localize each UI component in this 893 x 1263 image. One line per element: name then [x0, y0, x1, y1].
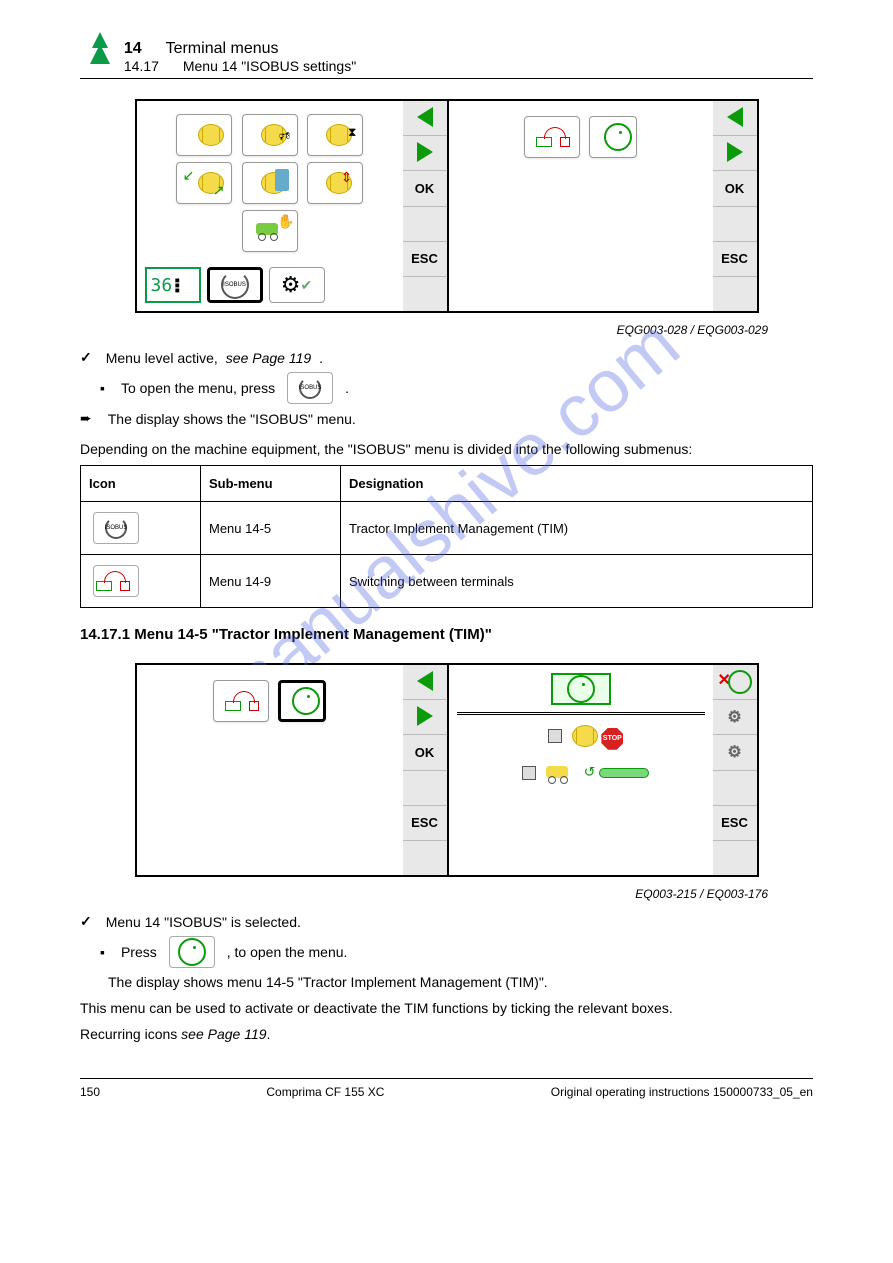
- f2r-side-emp1: [713, 771, 757, 806]
- f2r-side-emp2: [713, 841, 757, 875]
- bale-timer-icon[interactable]: ⧗: [307, 114, 363, 156]
- instruction-press-circle: Press , to open the menu.: [80, 936, 813, 968]
- side-esc-button[interactable]: ESC: [403, 242, 447, 277]
- side-back-button[interactable]: [403, 101, 447, 136]
- switch-terminals-icon[interactable]: [524, 116, 580, 158]
- settings-gear-button[interactable]: ⚙✔: [269, 267, 325, 303]
- f2r-side-close[interactable]: [713, 665, 757, 700]
- krone-logo-icon: [80, 30, 120, 70]
- subheading-text: Depending on the machine equipment, the …: [80, 441, 813, 457]
- th-designation: Designation: [341, 466, 813, 502]
- side-empty-r1: [713, 207, 757, 242]
- cell-desig-2: Switching between terminals: [341, 555, 813, 608]
- f2-side-esc[interactable]: ESC: [403, 806, 447, 841]
- side-ok-button[interactable]: OK: [403, 171, 447, 206]
- stop-sign-icon: STOP: [601, 728, 623, 750]
- instruction-open-menu: To open the menu, press ISOBUS .: [80, 372, 813, 404]
- chapter-title: Terminal menus: [166, 40, 279, 58]
- isobus-button[interactable]: ISOBUS: [207, 267, 263, 303]
- figure-2-left-panel: OK ESC: [137, 665, 447, 875]
- table-row: ISOBUS Menu 14-5 Tractor Implement Manag…: [81, 502, 813, 555]
- counter-button[interactable]: 36▪▪▪: [145, 267, 201, 303]
- footer-right: Original operating instructions 15000073…: [551, 1085, 813, 1099]
- tim-option-stop[interactable]: STOP: [467, 725, 705, 750]
- f2-side-back[interactable]: [403, 665, 447, 700]
- side-ok-button-r[interactable]: OK: [713, 171, 757, 206]
- chapter-number: 14: [124, 40, 142, 58]
- checkbox-eject[interactable]: [522, 766, 536, 780]
- f2r-side-gear1[interactable]: [713, 700, 757, 735]
- precond-line-1: Menu level active, see Page 119.: [80, 349, 813, 366]
- footer-page: 150: [80, 1085, 100, 1099]
- result-line-1: The display shows the "ISOBUS" menu.: [80, 410, 813, 427]
- side-esc-button-r[interactable]: ESC: [713, 242, 757, 277]
- section-14-17-1-heading: 14.17.1 Menu 14-5 "Tractor Implement Man…: [80, 626, 813, 643]
- bale-icon-1[interactable]: [176, 114, 232, 156]
- cell-submenu-1: Menu 14-5: [201, 502, 341, 555]
- figure-2-caption: EQ003-215 / EQ003-176: [80, 887, 768, 901]
- submenus-table: Icon Sub-menu Designation ISOBUS Menu 14…: [80, 465, 813, 608]
- bale-arrows-icon[interactable]: ↙↗: [176, 162, 232, 204]
- tim-header-icon: [551, 673, 611, 705]
- tim-circle-selected-icon[interactable]: [278, 680, 326, 722]
- cell-desig-1: Tractor Implement Management (TIM): [341, 502, 813, 555]
- f2-side-next[interactable]: [403, 700, 447, 735]
- page-header: 14 Terminal menus 14.17 Menu 14 "ISOBUS …: [80, 30, 813, 79]
- isobus-row-icon: ISOBUS: [93, 512, 139, 544]
- wire-row-icon: [93, 565, 139, 597]
- section-title: Menu 14 "ISOBUS settings": [183, 58, 356, 74]
- bale-horn-icon[interactable]: 🕫: [242, 114, 298, 156]
- th-submenu: Sub-menu: [201, 466, 341, 502]
- info-line-5: Recurring icons see Page 119.: [80, 1026, 813, 1042]
- info-line-4: This menu can be used to activate or dea…: [80, 1000, 813, 1016]
- figure-2: OK ESC STOP: [80, 663, 813, 877]
- tim-option-eject[interactable]: ↺: [467, 762, 705, 784]
- figure-1-right-panel: OK ESC: [447, 101, 757, 311]
- bale-height-icon[interactable]: ⇕: [307, 162, 363, 204]
- tim-circle-icon[interactable]: [589, 116, 637, 158]
- th-icon: Icon: [81, 466, 201, 502]
- f2-side-ok[interactable]: OK: [403, 735, 447, 770]
- f2-side-emp1: [403, 771, 447, 806]
- side-empty-r2: [713, 277, 757, 311]
- footer-left: Comprima CF 155 XC: [266, 1085, 384, 1099]
- page-footer: 150 Comprima CF 155 XC Original operatin…: [80, 1078, 813, 1099]
- side-next-button[interactable]: [403, 136, 447, 171]
- figure-2-right-panel: STOP ↺ ESC: [447, 665, 757, 875]
- f2r-side-gear2[interactable]: [713, 735, 757, 770]
- f2r-side-esc[interactable]: ESC: [713, 806, 757, 841]
- figure-1-caption: EQG003-028 / EQG003-029: [80, 323, 768, 337]
- side-back-button-r[interactable]: [713, 101, 757, 136]
- precond-line-2: Menu 14 "ISOBUS" is selected.: [80, 913, 813, 930]
- f2-side-emp2: [403, 841, 447, 875]
- progress-bar-icon: [599, 768, 649, 778]
- tractor-hand-icon[interactable]: ✋: [242, 210, 298, 252]
- isobus-inline-icon: ISOBUS: [287, 372, 333, 404]
- tim-inline-icon: [169, 936, 215, 968]
- side-next-button-r[interactable]: [713, 136, 757, 171]
- side-empty-1: [403, 207, 447, 242]
- switch-terminals-icon-2[interactable]: [213, 680, 269, 722]
- table-row: Menu 14-9 Switching between terminals: [81, 555, 813, 608]
- figure-1: 🕫 ⧗ ↙↗ ⇕ ✋ 36▪▪▪ ISOBUS ⚙✔: [80, 99, 813, 313]
- side-empty-2: [403, 277, 447, 311]
- figure-1-left-panel: 🕫 ⧗ ↙↗ ⇕ ✋ 36▪▪▪ ISOBUS ⚙✔: [137, 101, 447, 311]
- checkbox-stop[interactable]: [548, 729, 562, 743]
- cell-submenu-2: Menu 14-9: [201, 555, 341, 608]
- section-number: 14.17: [124, 58, 159, 74]
- bale-wrap-icon[interactable]: [242, 162, 298, 204]
- result-line-3: The display shows menu 14-5 "Tractor Imp…: [108, 974, 813, 990]
